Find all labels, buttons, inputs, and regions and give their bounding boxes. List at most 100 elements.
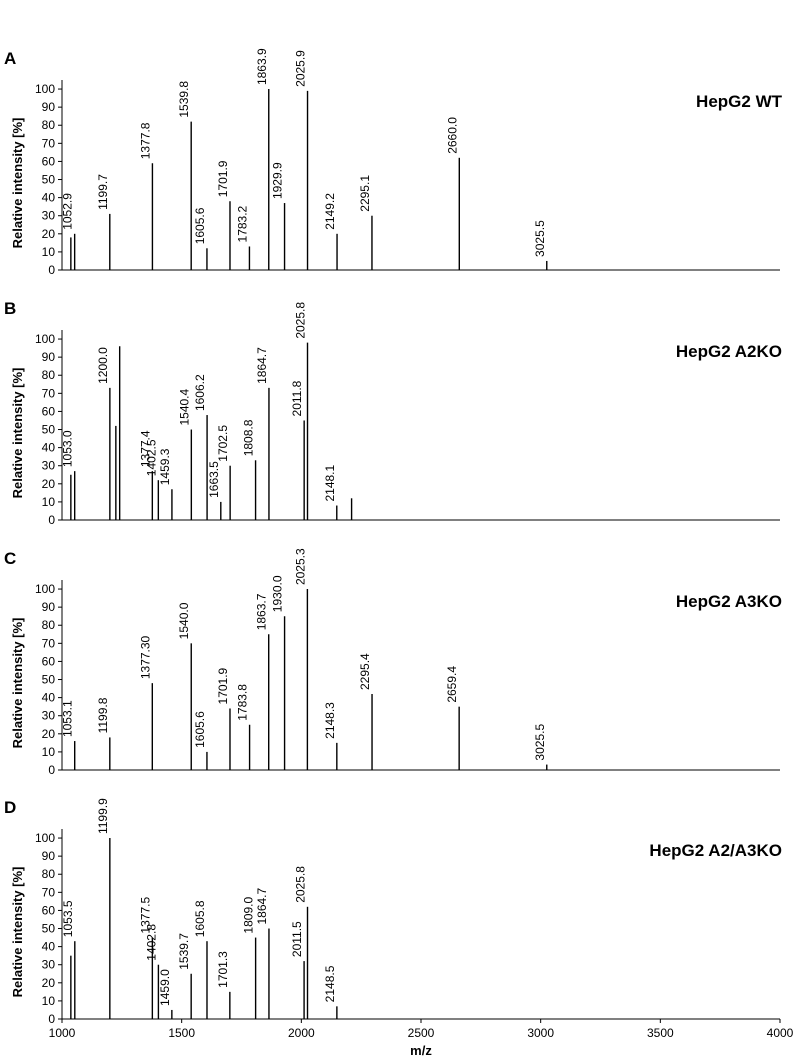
peak-label: 1377.4 bbox=[138, 430, 152, 467]
y-tick-label: 30 bbox=[42, 459, 56, 473]
peak-label: 1701.9 bbox=[216, 667, 230, 704]
sample-label: HepG2 A2/A3KO bbox=[649, 841, 782, 860]
peak-label: 2025.3 bbox=[293, 548, 307, 585]
peak-label: 1053.1 bbox=[61, 700, 75, 737]
peak-label: 1199.7 bbox=[96, 174, 110, 210]
peak-label: 1199.9 bbox=[96, 798, 110, 834]
y-tick-label: 60 bbox=[42, 654, 56, 668]
x-tick-label: 4000 bbox=[767, 1026, 794, 1040]
peak-label: 1864.7 bbox=[255, 887, 269, 924]
peak-label: 2148.1 bbox=[323, 464, 337, 501]
y-tick-label: 10 bbox=[42, 745, 56, 759]
peak-label: 1605.8 bbox=[193, 900, 207, 937]
y-tick-label: 80 bbox=[42, 867, 56, 881]
y-tick-label: 100 bbox=[35, 332, 55, 346]
peak-label: 1540.4 bbox=[177, 388, 191, 425]
y-tick-label: 20 bbox=[42, 727, 56, 741]
peak-label: 1053.0 bbox=[61, 430, 75, 467]
y-tick-label: 90 bbox=[42, 350, 56, 364]
y-tick-label: 20 bbox=[42, 227, 56, 241]
sample-label: HepG2 A3KO bbox=[676, 592, 782, 611]
peak-label: 1864.7 bbox=[255, 347, 269, 384]
peak-label: 1402.5 bbox=[144, 439, 158, 476]
x-axis-label: m/z bbox=[410, 1043, 432, 1058]
peak-label: 1930.0 bbox=[271, 575, 285, 612]
x-tick-label: 3500 bbox=[647, 1026, 674, 1040]
y-tick-label: 60 bbox=[42, 903, 56, 917]
panel-letter: C bbox=[4, 549, 16, 568]
y-tick-label: 40 bbox=[42, 191, 56, 205]
y-tick-label: 100 bbox=[35, 82, 55, 96]
peak-label: 2148.3 bbox=[323, 702, 337, 739]
peak-label: 1459.3 bbox=[158, 448, 172, 485]
panel-letter: A bbox=[4, 49, 16, 68]
peak-label: 2011.5 bbox=[290, 921, 304, 957]
y-tick-label: 70 bbox=[42, 136, 56, 150]
y-tick-label: 20 bbox=[42, 976, 56, 990]
y-tick-label: 40 bbox=[42, 441, 56, 455]
peak-label: 2659.4 bbox=[445, 666, 459, 703]
y-tick-label: 60 bbox=[42, 404, 56, 418]
y-axis-label: Relative intensity [%] bbox=[10, 368, 25, 499]
y-tick-label: 90 bbox=[42, 100, 56, 114]
peak-label: 1540.0 bbox=[177, 602, 191, 639]
y-tick-label: 70 bbox=[42, 885, 56, 899]
peak-label: 2025.9 bbox=[294, 50, 308, 87]
peak-label: 1539.7 bbox=[177, 933, 191, 970]
panel-letter: B bbox=[4, 299, 16, 318]
y-tick-label: 50 bbox=[42, 673, 56, 687]
y-tick-label: 10 bbox=[42, 245, 56, 259]
peak-label: 1701.9 bbox=[216, 160, 230, 197]
peak-label: 1863.9 bbox=[255, 48, 269, 85]
peak-label: 1606.2 bbox=[193, 374, 207, 411]
y-tick-label: 80 bbox=[42, 118, 56, 132]
y-axis-label: Relative intensity [%] bbox=[10, 118, 25, 249]
y-tick-label: 10 bbox=[42, 495, 56, 509]
peak-label: 1377.5 bbox=[138, 897, 152, 934]
peak-label: 1053.5 bbox=[61, 900, 75, 937]
x-tick-label: 1000 bbox=[49, 1026, 76, 1040]
peak-label: 1929.9 bbox=[271, 162, 285, 199]
peak-label: 2295.4 bbox=[358, 653, 372, 690]
y-axis-label: Relative intensity [%] bbox=[10, 867, 25, 998]
x-tick-label: 1500 bbox=[168, 1026, 195, 1040]
y-tick-label: 70 bbox=[42, 636, 56, 650]
x-tick-label: 2000 bbox=[288, 1026, 315, 1040]
sample-label: HepG2 A2KO bbox=[676, 342, 782, 361]
peak-label: 1459.0 bbox=[158, 969, 172, 1006]
peak-label: 1605.6 bbox=[193, 207, 207, 244]
y-tick-label: 50 bbox=[42, 423, 56, 437]
y-tick-label: 30 bbox=[42, 209, 56, 223]
y-tick-label: 20 bbox=[42, 477, 56, 491]
peak-label: 1702.5 bbox=[216, 425, 230, 462]
y-tick-label: 0 bbox=[48, 1012, 55, 1026]
peak-label: 1377.8 bbox=[138, 122, 152, 159]
peak-label: 1539.8 bbox=[177, 81, 191, 118]
peak-label: 1605.6 bbox=[193, 711, 207, 748]
peak-label: 1200.0 bbox=[96, 347, 110, 384]
peak-label: 1199.8 bbox=[96, 697, 110, 733]
peak-label: 1377.30 bbox=[138, 635, 152, 679]
y-tick-label: 50 bbox=[42, 922, 56, 936]
peak-label: 2025.8 bbox=[294, 866, 308, 903]
y-tick-label: 10 bbox=[42, 994, 56, 1008]
y-tick-label: 30 bbox=[42, 709, 56, 723]
y-tick-label: 90 bbox=[42, 600, 56, 614]
y-tick-label: 40 bbox=[42, 940, 56, 954]
peak-label: 1052.9 bbox=[61, 193, 75, 230]
y-tick-label: 60 bbox=[42, 154, 56, 168]
sample-label: HepG2 WT bbox=[696, 92, 783, 111]
y-tick-label: 0 bbox=[48, 263, 55, 277]
peak-label: 1783.8 bbox=[236, 684, 250, 721]
peak-label: 2011.8 bbox=[290, 380, 304, 416]
peak-label: 1402.8 bbox=[144, 924, 158, 961]
y-tick-label: 0 bbox=[48, 513, 55, 527]
y-tick-label: 90 bbox=[42, 849, 56, 863]
y-tick-label: 0 bbox=[48, 763, 55, 777]
peak-label: 2149.2 bbox=[323, 193, 337, 230]
peak-label: 3025.5 bbox=[533, 220, 547, 257]
y-tick-label: 30 bbox=[42, 958, 56, 972]
peak-label: 2148.5 bbox=[323, 965, 337, 1002]
peak-label: 1809.0 bbox=[242, 897, 256, 934]
